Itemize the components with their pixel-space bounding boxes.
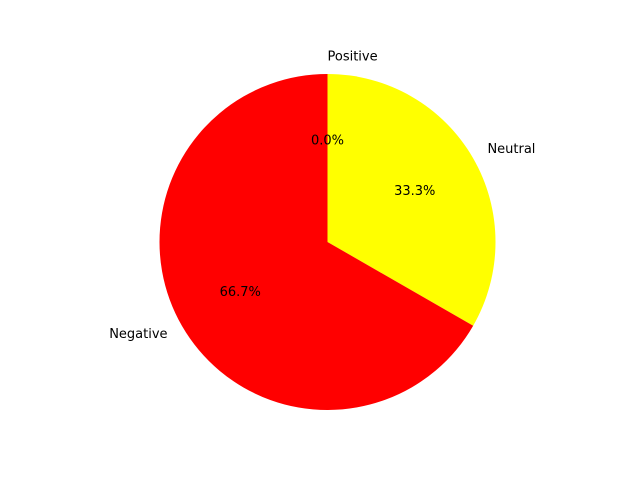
- percent-label-neutral: 33.3%: [394, 184, 435, 199]
- percent-label-negative: 66.7%: [220, 285, 261, 300]
- pie-slice-negative: [159, 74, 474, 410]
- pie-slice-neutral: [327, 74, 496, 326]
- percent-label-positive: 0.0%: [311, 134, 344, 149]
- slice-label-positive: Positive: [328, 50, 378, 65]
- slice-label-neutral: Neutral: [487, 142, 535, 157]
- pie-labels: Positive 0.0% Neutral 33.3% Negative 66.7%: [109, 50, 535, 342]
- pie-slices: [159, 74, 496, 410]
- slice-label-negative: Negative: [109, 327, 167, 342]
